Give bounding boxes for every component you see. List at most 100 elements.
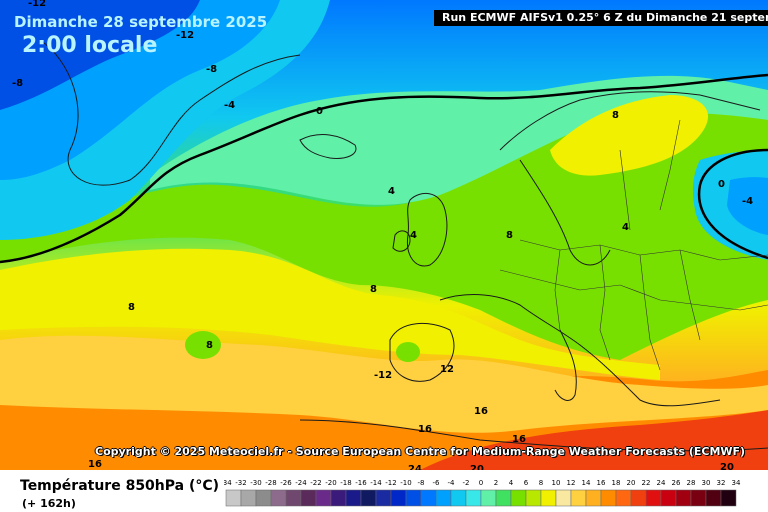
temperature-map: -12 -12 -8 -8 -4 0 0 -4 4 4 4 8 8 8 8 8 … [0,0,768,470]
contour-label: 4 [410,230,417,241]
scale-swatch [480,489,497,507]
scale-tick-label: -12 [385,479,396,487]
scale-swatch [330,489,347,507]
scale-swatch [645,489,662,507]
scale-swatch [405,489,422,507]
contour-label: 4 [388,186,395,197]
contour-label: 0 [316,106,323,117]
scale-tick-label: -2 [463,479,470,487]
lead-time: (+ 162h) [22,497,76,510]
contour-label: -12 [374,370,392,381]
scale-swatch [720,489,737,507]
scale-tick-label: 26 [672,479,681,487]
scale-tick-label: 2 [494,479,498,487]
scale-swatch [465,489,482,507]
scale-swatch [540,489,557,507]
contour-label: 4 [622,222,629,233]
scale-swatch [345,489,362,507]
contour-label: 24 [408,464,422,470]
scale-swatch [690,489,707,507]
contour-label: -8 [12,78,23,89]
scale-swatch [285,489,302,507]
field-pale-green [150,75,768,205]
scale-tick-label: 34 [732,479,741,487]
scale-tick-label: -26 [280,479,292,487]
contour-label: 16 [418,424,432,435]
scale-swatch [585,489,602,507]
contour-label: 0 [718,179,725,190]
scale-tick-label: -16 [355,479,367,487]
field-hot-south [420,410,768,470]
scale-tick-label: 20 [627,479,636,487]
scale-swatch [600,489,617,507]
field-yellow [0,248,660,380]
scale-swatch [390,489,407,507]
contour-label: 12 [440,364,454,375]
contour-labels: -12 -12 -8 -8 -4 0 0 -4 4 4 4 8 8 8 8 8 … [12,0,753,470]
contour-label: -4 [224,100,235,111]
contour-label: 8 [370,284,377,295]
scale-swatch [270,489,287,507]
contour-label: 20 [470,464,484,470]
scale-swatch [525,489,542,507]
scale-tick-label: 6 [524,479,529,487]
contour-label: 8 [506,230,513,241]
scale-swatch [255,489,272,507]
scale-swatch [315,489,332,507]
scale-swatch [450,489,467,507]
scale-tick-label: -24 [295,479,307,487]
scale-tick-label: 28 [687,479,696,487]
scale-tick-label: 12 [567,479,576,487]
scale-tick-label: -18 [340,479,351,487]
borders [499,119,768,371]
scale-tick-label: 24 [657,479,666,487]
scale-tick-label: -4 [448,479,456,487]
scale-tick-label: 10 [552,479,561,487]
scale-tick-label: 18 [612,479,621,487]
scale-swatch [360,489,377,507]
scale-swatch [615,489,632,507]
scale-tick-label: 22 [642,479,651,487]
scale-tick-label: -32 [235,479,246,487]
contour-label: 8 [206,340,213,351]
coastlines [39,39,768,452]
scale-tick-label: -14 [370,479,382,487]
field-scandinavia-warm [550,95,709,176]
isotherm-zero [0,73,768,264]
scale-tick-label: 30 [702,479,711,487]
field-island-8-spain [396,342,420,362]
scale-tick-label: 32 [717,479,726,487]
contour-label: -4 [742,196,753,207]
variable-name: Température 850hPa (°C) [20,478,220,494]
contour-label: 16 [474,406,488,417]
scale-swatch [300,489,317,507]
scale-swatch [420,489,437,507]
contour-label: 16 [88,459,102,470]
forecast-time: 2:00 locale [22,33,158,58]
scale-swatch [240,489,257,507]
contour-label: 8 [612,110,619,121]
scale-swatch [570,489,587,507]
scale-swatch [435,489,452,507]
scale-tick-label: 4 [509,479,514,487]
scale-tick-label: -6 [433,479,441,487]
scale-tick-label: 0 [479,479,483,487]
forecast-date: Dimanche 28 septembre 2025 [14,13,268,31]
scale-tick-label: -20 [325,479,336,487]
field-orange-belt [0,335,768,433]
contour-label: 16 [512,434,526,445]
contour-label: -12 [176,30,194,41]
field-coldest-nw [0,0,200,110]
scale-tick-label: -30 [250,479,261,487]
scale-tick-label: 14 [582,479,591,487]
contour-label: -12 [28,0,46,9]
copyright-text: Copyright © 2025 Meteociel.fr - Source E… [95,445,746,458]
field-colder-east [727,177,768,235]
scale-swatch [225,489,242,507]
scale-swatch [660,489,677,507]
scale-swatch [510,489,527,507]
scale-swatch [555,489,572,507]
color-scale: -34-32-30-28-26-24-22-20-18-16-14-12-10-… [224,479,741,507]
contour-label: 8 [128,302,135,313]
